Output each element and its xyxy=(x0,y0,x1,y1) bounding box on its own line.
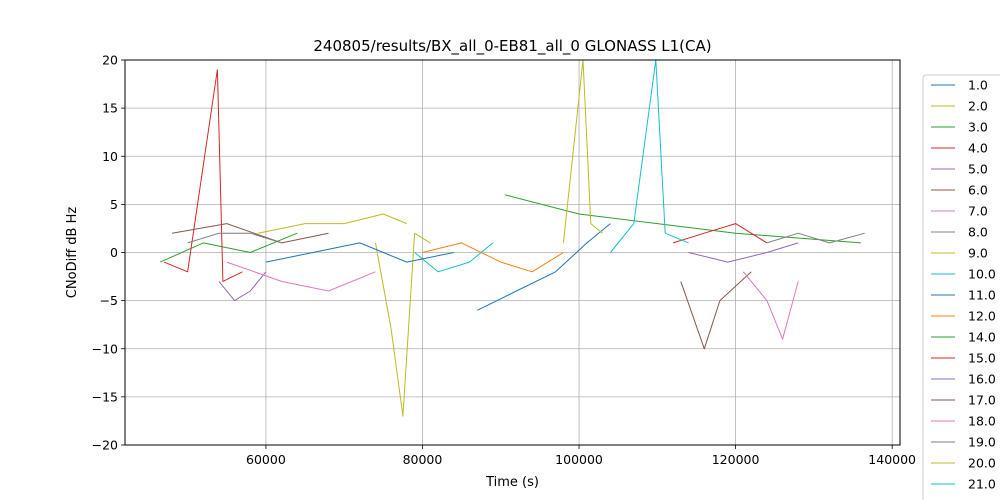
x-tick-label: 120000 xyxy=(712,452,760,467)
x-tick-label: 140000 xyxy=(868,452,916,467)
series-line-18.0 xyxy=(743,271,799,340)
x-tick-label: 80000 xyxy=(403,452,443,467)
legend-label: 8.0 xyxy=(968,225,988,240)
y-axis-title: CNoDiff dB Hz xyxy=(65,207,80,299)
legend-label: 16.0 xyxy=(968,372,996,387)
x-tick-label: 60000 xyxy=(246,452,286,467)
series-line-11.0 xyxy=(265,242,454,263)
series-line-19.0 xyxy=(766,232,865,244)
series-layer xyxy=(159,60,865,417)
legend-label: 15.0 xyxy=(968,351,996,366)
series-line-3.0 xyxy=(159,232,298,263)
legend-label: 1.0 xyxy=(968,78,988,93)
series-line-17.0 xyxy=(680,271,752,350)
series-line-8.0 xyxy=(187,232,282,244)
legend-label: 21.0 xyxy=(968,477,996,492)
y-tick-label: −5 xyxy=(100,293,118,308)
series-line-6.0 xyxy=(171,223,329,244)
series-line-4.0 xyxy=(163,69,243,282)
legend-label: 9.0 xyxy=(968,246,988,261)
legend-label: 17.0 xyxy=(968,393,996,408)
x-axis: 60000 80000 100000 120000 140000 xyxy=(246,445,916,467)
y-axis: −20 −15 −10 −5 0 5 10 15 20 xyxy=(92,53,125,453)
series-line-7.0 xyxy=(226,261,376,292)
series-line-9.0 xyxy=(375,232,431,417)
legend-label: 5.0 xyxy=(968,162,988,177)
x-axis-title: Time (s) xyxy=(485,475,539,490)
series-line-21.0 xyxy=(610,60,689,253)
series-line-15.0 xyxy=(672,223,768,244)
legend-label: 6.0 xyxy=(968,183,988,198)
series-line-2.0 xyxy=(257,213,407,234)
y-tick-label: −10 xyxy=(92,341,118,356)
legend-label: 2.0 xyxy=(968,99,988,114)
series-line-16.0 xyxy=(688,242,799,263)
legend-label: 19.0 xyxy=(968,435,996,450)
y-tick-label: 10 xyxy=(102,149,118,164)
legend: 1.0 2.0 3.0 4.0 5.0 6.0 7.0 8.0 9.0 10.0 11.0 12.0 1… xyxy=(922,74,1000,500)
series-line-14.0 xyxy=(504,194,861,244)
y-tick-label: −15 xyxy=(92,389,118,404)
series-line-20.0 xyxy=(562,60,603,243)
legend-label: 14.0 xyxy=(968,330,996,345)
y-tick-label: −20 xyxy=(92,438,118,453)
legend-label: 10.0 xyxy=(968,267,996,282)
legend-label: 11.0 xyxy=(968,288,996,303)
y-tick-label: 15 xyxy=(102,101,118,116)
y-tick-label: 5 xyxy=(110,197,118,212)
x-tick-label: 100000 xyxy=(555,452,603,467)
y-tick-label: 20 xyxy=(102,53,118,68)
legend-label: 4.0 xyxy=(968,141,988,156)
series-line-12.0 xyxy=(422,242,564,273)
legend-label: 3.0 xyxy=(968,120,988,135)
legend-label: 12.0 xyxy=(968,309,996,324)
chart-title: 240805/results/BX_all_0-EB81_all_0 GLONA… xyxy=(313,37,711,56)
legend-box xyxy=(922,74,1000,500)
legend-label: 7.0 xyxy=(968,204,988,219)
legend-label: 20.0 xyxy=(968,456,996,471)
series-line-1.0 xyxy=(477,223,611,311)
y-tick-label: 0 xyxy=(110,245,118,260)
legend-label: 18.0 xyxy=(968,414,996,429)
series-line-5.0 xyxy=(218,271,267,302)
